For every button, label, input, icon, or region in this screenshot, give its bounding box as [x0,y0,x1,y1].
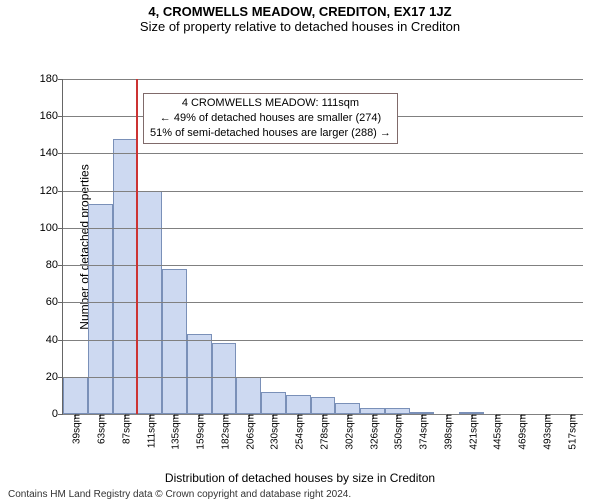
bar [236,377,261,414]
annotation-box: 4 CROMWELLS MEADOW: 111sqm← 49% of detac… [143,93,398,144]
grid-line [63,340,583,341]
y-tick-label: 80 [46,259,63,271]
y-tick-label: 0 [52,408,63,420]
grid-line [63,153,583,154]
x-tick-label: 230sqm [266,414,281,450]
footer-line-1: Contains HM Land Registry data © Crown c… [8,489,592,500]
x-tick-label: 182sqm [216,414,231,450]
y-tick-label: 160 [40,110,63,122]
grid-line [63,191,583,192]
x-tick-label: 350sqm [390,414,405,450]
bar [63,377,88,414]
bar [212,343,237,414]
x-tick-label: 445sqm [489,414,504,450]
page-subtitle: Size of property relative to detached ho… [0,19,600,34]
plot-area: 4 CROMWELLS MEADOW: 111sqm← 49% of detac… [62,79,583,415]
y-tick-label: 40 [46,334,63,346]
grid-line [63,302,583,303]
grid-line [63,265,583,266]
bar [286,395,311,414]
bar [335,403,360,414]
bar [162,269,187,414]
y-tick-label: 100 [40,222,63,234]
y-tick-label: 20 [46,371,63,383]
bar [261,392,286,414]
grid-line [63,377,583,378]
x-tick-label: 159sqm [192,414,207,450]
x-tick-label: 63sqm [93,414,108,444]
x-tick-label: 254sqm [291,414,306,450]
x-tick-label: 302sqm [340,414,355,450]
marker-line [136,79,138,414]
title-line2: Size of property relative to detached ho… [140,19,460,34]
title-line1: 4, CROMWELLS MEADOW, CREDITON, EX17 1JZ [148,4,451,19]
x-tick-label: 206sqm [241,414,256,450]
x-tick-label: 87sqm [117,414,132,444]
page-title: 4, CROMWELLS MEADOW, CREDITON, EX17 1JZ [0,0,600,19]
x-tick-label: 111sqm [142,414,157,448]
x-tick-label: 493sqm [538,414,553,450]
x-tick-label: 326sqm [365,414,380,450]
y-tick-label: 180 [40,73,63,85]
x-tick-label: 517sqm [563,414,578,450]
footer: Contains HM Land Registry data © Crown c… [0,485,600,500]
x-tick-label: 374sqm [415,414,430,450]
y-tick-label: 120 [40,185,63,197]
bar [113,139,138,414]
x-tick-label: 469sqm [514,414,529,450]
x-tick-label: 278sqm [316,414,331,450]
grid-line [63,228,583,229]
annotation-line: 51% of semi-detached houses are larger (… [150,126,391,141]
x-tick-label: 398sqm [439,414,454,450]
y-tick-label: 140 [40,147,63,159]
x-tick-label: 39sqm [68,414,83,444]
y-tick-label: 60 [46,296,63,308]
grid-line [63,79,583,80]
bar [311,397,336,414]
x-tick-label: 421sqm [464,414,479,450]
annotation-line: 4 CROMWELLS MEADOW: 111sqm [150,96,391,111]
annotation-line: ← 49% of detached houses are smaller (27… [150,111,391,126]
x-tick-label: 135sqm [167,414,182,450]
bar [187,334,212,414]
bar [88,204,113,414]
plot-wrap: Number of detached properties 4 CROMWELL… [0,34,600,469]
x-axis-label: Distribution of detached houses by size … [0,471,600,485]
